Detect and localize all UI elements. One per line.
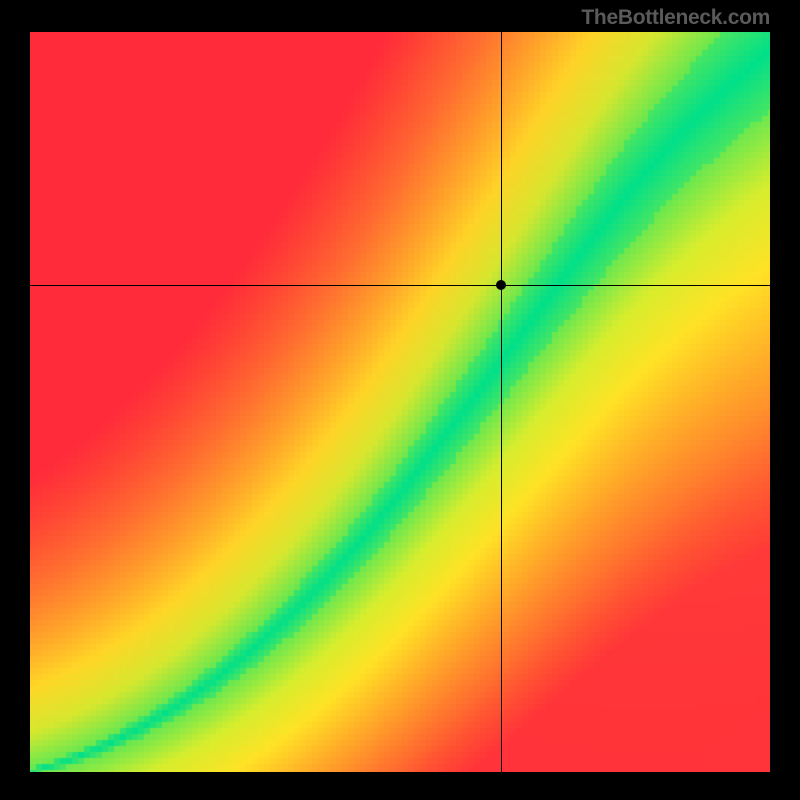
crosshair-vertical — [501, 32, 502, 772]
heatmap-plot — [30, 32, 770, 772]
heatmap-canvas — [30, 32, 770, 772]
crosshair-marker — [496, 280, 506, 290]
watermark-text: TheBottleneck.com — [581, 6, 770, 30]
crosshair-horizontal — [30, 285, 770, 286]
